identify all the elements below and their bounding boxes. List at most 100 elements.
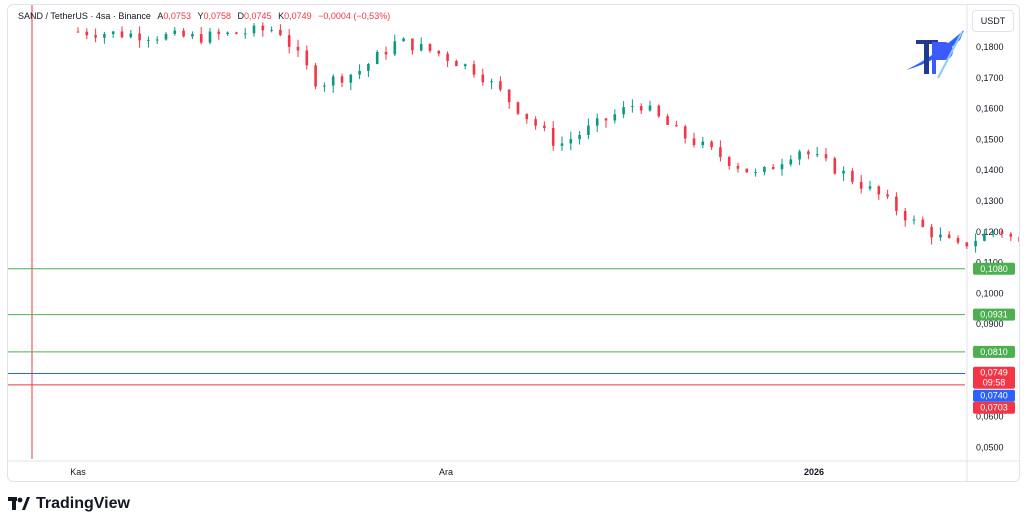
tradingview-mark-icon	[8, 497, 30, 510]
candle-body	[243, 33, 247, 35]
last-price-bg	[973, 366, 1015, 389]
level-price-label: 0,0810	[980, 347, 1008, 357]
candle-body	[983, 233, 986, 241]
candle-body	[657, 105, 661, 117]
candle-body	[437, 50, 441, 54]
candle-body	[455, 60, 458, 67]
candle-body	[164, 33, 168, 40]
candle-body	[76, 31, 80, 33]
candle-body	[613, 114, 617, 121]
candle-body	[525, 113, 529, 120]
candle-body	[287, 35, 291, 47]
candle-body	[147, 39, 150, 41]
candle-body	[833, 158, 837, 174]
chart-canvas[interactable]: 0,1800 0,1700 0,1600 0,1500 0,1400 0,1300 0,12…	[8, 5, 1019, 481]
price-tick-label: 0,1600	[976, 104, 1004, 114]
candle-body	[807, 151, 810, 155]
legend-symbol[interactable]: SAND / TetherUS · 4sa · Binance	[18, 11, 151, 21]
candle-body	[877, 186, 881, 195]
chart-frame[interactable]: 0,1800 0,1700 0,1600 0,1500 0,1400 0,1300 0,12…	[7, 4, 1020, 482]
candle-body	[516, 102, 520, 114]
candle-body	[736, 165, 740, 169]
candle-body	[956, 237, 960, 243]
time-tick-label: Ara	[439, 467, 453, 477]
candle-body	[499, 81, 502, 90]
candle-body	[94, 35, 97, 38]
candle-body	[595, 118, 599, 126]
candle-body	[402, 38, 405, 42]
level-price-label-bg	[973, 345, 1015, 358]
candle-body	[155, 39, 159, 41]
candle-body	[947, 234, 951, 238]
candle-body	[859, 181, 863, 189]
candle-body	[780, 164, 784, 170]
candle-body	[815, 154, 819, 156]
candle-body	[481, 74, 485, 83]
legend-high: 0,0758	[203, 11, 232, 21]
price-tick-label: 0,1300	[976, 196, 1004, 206]
price-tick-label: 0,0500	[976, 442, 1004, 452]
candle-body	[252, 25, 256, 34]
candle-body	[1000, 231, 1004, 234]
blue-line-price-label: 0,0740	[980, 391, 1008, 401]
candle-body	[314, 65, 317, 87]
legend-open: 0,0753	[163, 11, 191, 21]
red-line-price-label-bg	[973, 401, 1015, 414]
candle-body	[604, 118, 608, 121]
candle-body	[393, 41, 397, 55]
candle-body	[648, 105, 652, 111]
candle-body	[208, 31, 212, 43]
candle-body	[745, 168, 749, 173]
time-tick-label: 2026	[804, 467, 824, 477]
legend-low-label: D	[237, 11, 245, 21]
candle-body	[138, 33, 141, 41]
candle-body	[103, 34, 106, 38]
blue-line-price-label-bg	[973, 389, 1015, 402]
candle-body	[710, 141, 713, 148]
level-price-label-bg	[973, 262, 1015, 275]
candle-body	[490, 81, 493, 83]
candle-body	[701, 141, 705, 146]
candle-body	[182, 30, 185, 37]
candle-body	[384, 51, 388, 55]
candle-body	[331, 76, 335, 86]
legend-change: −0,0004 (−0,53%)	[318, 11, 391, 21]
candle-body	[666, 116, 669, 125]
candle-body	[868, 186, 872, 189]
legend-high-label: Y	[197, 11, 204, 21]
candle-body	[173, 30, 177, 34]
price-tick-label: 0,1200	[976, 227, 1004, 237]
candle-body	[965, 242, 969, 247]
candle-body	[120, 31, 124, 38]
price-tick-label: 0,0900	[976, 319, 1004, 329]
candle-body	[771, 166, 775, 170]
price-tick-label: 0,1500	[976, 134, 1004, 144]
countdown-label: 09:58	[983, 378, 1006, 388]
tradingview-wordmark: TradingView	[36, 495, 130, 512]
candle-body	[824, 154, 828, 159]
tradingview-logo[interactable]: TradingView	[8, 490, 130, 518]
candle-body	[543, 125, 546, 128]
price-tick-label: 0,1000	[976, 288, 1004, 298]
currency-button[interactable]: USDT	[972, 10, 1014, 32]
candle-body	[191, 34, 194, 37]
symbol-legend[interactable]: SAND / TetherUS · 4sa · Binance A0,0753 …	[18, 11, 390, 21]
candle-body	[842, 170, 845, 174]
candle-body	[639, 106, 643, 111]
candle-body	[551, 127, 555, 146]
candle-body	[199, 34, 203, 43]
candle-body	[789, 159, 793, 165]
candle-body	[851, 170, 854, 182]
level-price-label-bg	[973, 308, 1015, 321]
candle-body	[463, 64, 467, 67]
candle-body	[270, 29, 273, 31]
level-price-label: 0,0931	[980, 310, 1008, 320]
candle-body	[472, 64, 476, 75]
candle-body	[226, 32, 229, 35]
candle-body	[296, 46, 300, 51]
legend-close: 0,0749	[284, 11, 312, 21]
candle-body	[895, 196, 898, 212]
candle-body	[305, 50, 309, 66]
candle-body	[375, 51, 379, 65]
candle-body	[1018, 236, 1019, 242]
